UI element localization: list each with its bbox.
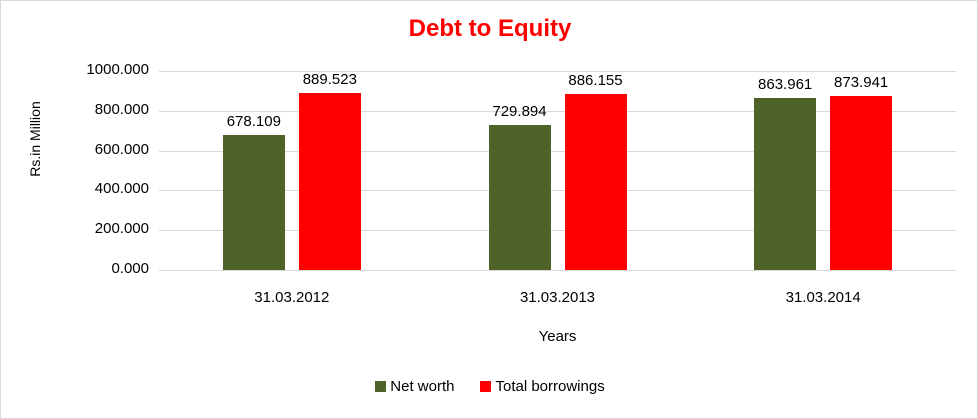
bar-net-worth[interactable] xyxy=(488,124,551,270)
legend-entry-total-borrowings[interactable]: Total borrowings xyxy=(480,378,605,395)
y-axis-tick-label: 600.000 xyxy=(94,140,149,158)
legend-label: Net worth xyxy=(390,378,455,395)
x-axis-category-labels: 31.03.2012 31.03.2013 31.03.2014 xyxy=(159,289,956,311)
gridline xyxy=(159,190,956,192)
bar-net-worth[interactable] xyxy=(222,135,285,270)
bar-total-borrowings[interactable] xyxy=(298,93,361,270)
chart-legend: Net worth Total borrowings xyxy=(1,378,977,395)
gridline xyxy=(159,270,956,271)
bar-value-label: 873.941 xyxy=(834,74,889,92)
gridline xyxy=(159,150,956,152)
x-axis-category-label: 31.03.2012 xyxy=(254,289,330,306)
gridline xyxy=(159,110,956,112)
legend-swatch-icon xyxy=(480,381,492,392)
bar-net-worth[interactable] xyxy=(754,98,817,270)
gridline xyxy=(159,71,956,72)
bar-value-label: 678.109 xyxy=(226,113,281,131)
bar-value-label: 886.155 xyxy=(568,71,623,89)
x-axis-category-label: 31.03.2013 xyxy=(519,289,596,306)
legend-entry-net-worth[interactable]: Net worth xyxy=(375,378,454,395)
legend-label: Total borrowings xyxy=(495,378,605,395)
bar-value-label: 889.523 xyxy=(302,71,357,88)
bar-value-label: 729.894 xyxy=(492,102,547,120)
chart-title: Debt to Equity xyxy=(408,15,572,42)
y-axis-tick-label: 800.000 xyxy=(94,100,149,118)
y-axis-tick-labels: 0.000 200.000 400.000 600.000 800.000 1000.00… xyxy=(39,61,149,277)
bar-value-label: 863.961 xyxy=(758,76,813,94)
gridline xyxy=(159,230,956,232)
bar-total-borrowings[interactable] xyxy=(564,93,627,270)
y-axis-tick-label: 0.000 xyxy=(111,260,149,277)
legend-swatch-icon xyxy=(375,381,387,392)
x-axis-category-label: 31.03.2014 xyxy=(785,289,861,306)
y-axis-tick-label: 200.000 xyxy=(94,220,149,238)
x-axis-title: Years xyxy=(538,328,577,345)
plot-area: 678.109 889.523 729.894 886.155 863.961 873.9… xyxy=(159,71,956,271)
y-axis-tick-label: 400.000 xyxy=(94,180,149,198)
y-axis-tick-label: 1000.000 xyxy=(86,61,149,78)
bar-total-borrowings[interactable] xyxy=(830,96,893,270)
